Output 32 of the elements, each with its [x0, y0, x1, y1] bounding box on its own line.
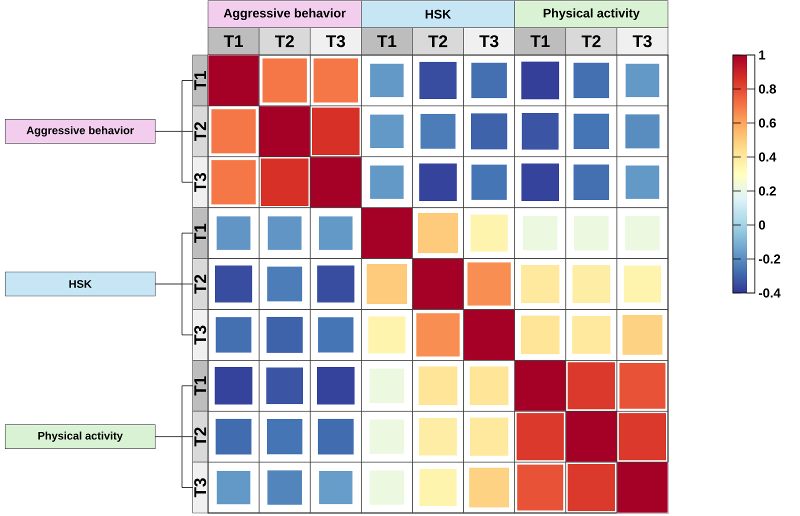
text: HSK: [69, 280, 92, 288]
color-bar-label: -0.2: [758, 254, 780, 264]
y-tick-label: T3: [194, 172, 206, 192]
x-tick-label: T1: [530, 35, 550, 48]
y-tick-label: T2: [194, 274, 206, 294]
y-tick-label: T3: [194, 478, 206, 498]
text: Aggressive behavior: [224, 8, 346, 20]
x-tick-label: T2: [582, 35, 601, 48]
x-tick-label: T3: [326, 35, 346, 48]
x-tick-label: T1: [224, 35, 243, 48]
y-tick-label: T2: [194, 427, 206, 446]
x-tick-label: T3: [479, 35, 498, 48]
y-tick-label: T2: [194, 122, 206, 142]
color-bar-label: 1: [759, 50, 766, 60]
x-tick-label: T2: [428, 35, 448, 48]
color-bar-label: 0.2: [758, 186, 776, 196]
color-bar-label: 0.4: [758, 152, 776, 162]
text: Physical activity: [544, 8, 640, 20]
color-bar-label: -0.4: [758, 288, 781, 298]
x-tick-label: T2: [274, 35, 294, 48]
color-bar-label: 0: [758, 220, 766, 230]
text: HSK: [426, 10, 452, 19]
x-tick-label: T1: [377, 35, 396, 48]
y-tick-label: T1: [194, 224, 206, 243]
text: Aggressive behavior: [26, 126, 134, 136]
y-tick-label: T1: [194, 376, 206, 396]
color-bar-label: 0.6: [758, 118, 776, 128]
x-tick-label: T3: [632, 35, 652, 48]
y-tick-label: T1: [194, 71, 206, 90]
text: Physical activity: [38, 432, 123, 442]
y-tick-label: T3: [194, 326, 206, 345]
color-bar-label: 0.8: [758, 84, 776, 94]
